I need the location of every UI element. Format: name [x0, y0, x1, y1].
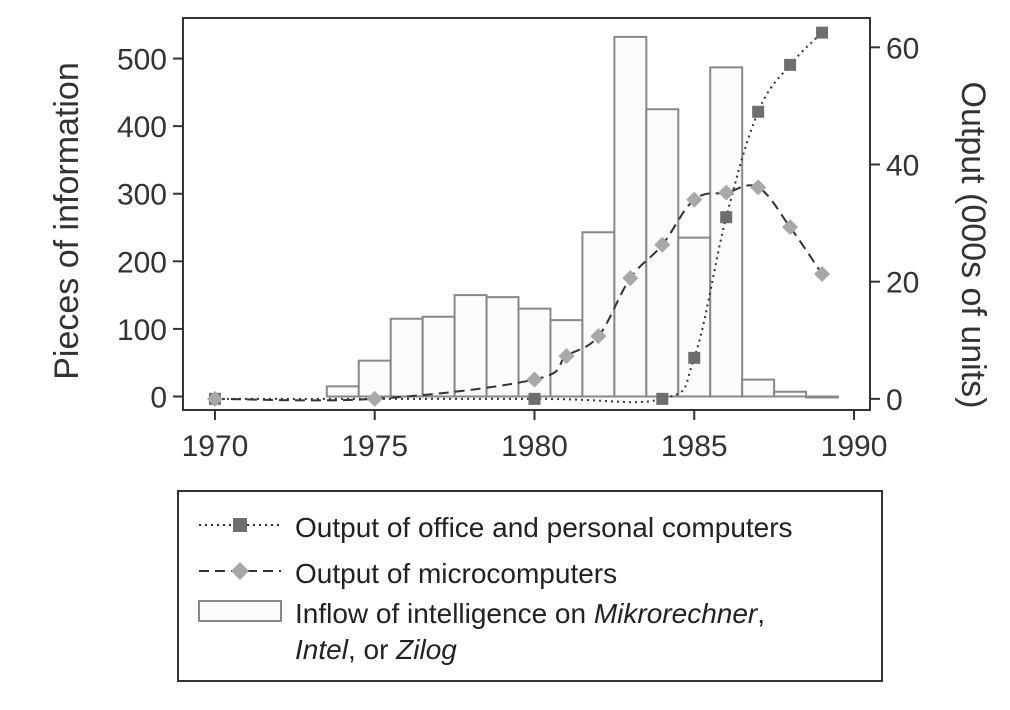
legend-label-part: Inflow of intelligence on — [295, 598, 594, 629]
histogram-bar — [805, 395, 840, 399]
square-marker — [720, 211, 733, 224]
series-markers — [206, 26, 831, 407]
y2-tick-label: 20 — [886, 267, 919, 300]
histogram-bar — [709, 66, 744, 398]
histogram-bar — [389, 317, 424, 398]
x-tick-label: 1990 — [821, 430, 888, 463]
y-tick-label: 0 — [150, 381, 167, 414]
diamond-marker — [686, 191, 703, 208]
square-marker — [528, 392, 541, 405]
legend-key-bar-icon — [198, 600, 282, 622]
diamond-marker — [750, 179, 767, 196]
axes: 1970 1975 1980 1985 1990 0 100 200 300 400 500 0 20 4… — [117, 32, 919, 463]
histogram-bar — [741, 378, 776, 398]
y-axis-title: Pieces of information — [48, 62, 86, 380]
y2-tick-label: 40 — [886, 149, 919, 182]
legend-label: Output of microcomputers — [295, 558, 618, 589]
diamond-marker — [590, 328, 607, 345]
diamond-marker — [622, 270, 639, 287]
legend-label-italic: Intel — [295, 634, 348, 665]
histogram-bar — [421, 315, 456, 398]
square-marker — [656, 392, 669, 405]
legend-label: Output of office and personal computers — [295, 512, 793, 543]
diamond-marker — [366, 390, 383, 407]
legend-label-part: , or — [347, 634, 397, 665]
histogram-bar — [485, 296, 520, 398]
diamond-marker — [526, 371, 543, 388]
square-marker — [784, 58, 797, 71]
y-tick-label: 300 — [117, 179, 167, 212]
legend-key-dotted-square-icon — [199, 518, 281, 532]
y2-tick-label: 60 — [886, 32, 919, 65]
y-tick-label: 500 — [117, 44, 167, 77]
diamond-marker — [558, 348, 575, 365]
square-marker — [816, 26, 829, 39]
legend: Output of office and personal computers … — [177, 490, 883, 682]
y2-tick-label: 0 — [886, 384, 903, 417]
histogram-bar — [645, 108, 680, 398]
x-tick-label: 1980 — [501, 430, 568, 463]
square-marker — [752, 105, 765, 118]
legend-item-intelligence-inflow: Inflow of intelligence on Mikrorechner, I… — [197, 596, 765, 668]
diamond-marker — [782, 219, 799, 236]
diamond-marker — [654, 236, 671, 253]
legend-label-italic: Zilog — [396, 634, 457, 665]
y-tick-label: 100 — [117, 314, 167, 347]
histogram-bar — [581, 231, 616, 398]
square-marker — [688, 351, 701, 364]
histogram-bar — [453, 294, 488, 398]
histogram-bars — [325, 35, 840, 399]
histogram-bar — [613, 35, 648, 398]
y-tick-label: 200 — [117, 246, 167, 279]
diamond-marker — [206, 390, 223, 407]
histogram-bar — [773, 390, 808, 398]
diamond-marker — [814, 266, 831, 283]
legend-key-dashed-diamond-icon — [199, 562, 281, 580]
legend-item-office-computers: Output of office and personal computers — [197, 510, 793, 546]
y2-axis-title: Output (000s of units) — [954, 82, 992, 409]
x-tick-label: 1985 — [661, 430, 728, 463]
legend-label-italic: Mikrorechner — [593, 598, 758, 629]
x-tick-label: 1975 — [341, 430, 408, 463]
legend-label-part: , — [757, 598, 766, 629]
chart: 1970 1975 1980 1985 1990 0 100 200 300 400 500 0 20 4… — [48, 17, 992, 463]
legend-item-microcomputers: Output of microcomputers — [197, 556, 617, 592]
histogram-bar — [325, 385, 360, 398]
legend-label: Inflow of intelligence on Mikrorechner, I… — [295, 596, 765, 668]
diamond-marker — [718, 184, 735, 201]
plot-frame — [182, 17, 871, 411]
x-tick-label: 1970 — [182, 430, 249, 463]
y-tick-label: 400 — [117, 111, 167, 144]
